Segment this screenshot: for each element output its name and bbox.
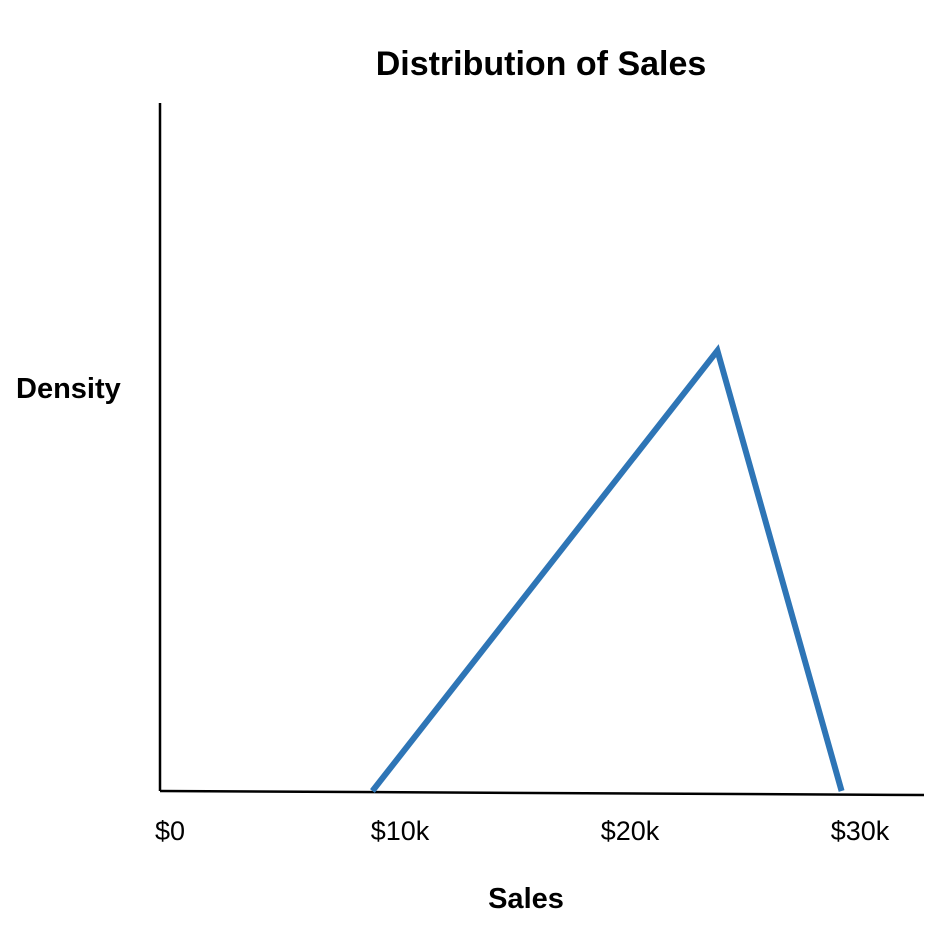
- x-tick-label: $10k: [371, 816, 430, 846]
- series-line: [370, 344, 845, 793]
- series-group: [370, 344, 845, 793]
- chart-title: Distribution of Sales: [376, 45, 707, 83]
- x-tick-label: $0: [155, 816, 185, 846]
- x-tick-label: $20k: [601, 816, 660, 846]
- x-axis-line: [159, 789, 925, 797]
- y-axis-label: Density: [16, 373, 121, 405]
- x-axis-label: Sales: [488, 883, 564, 915]
- x-tick-label: $30k: [831, 816, 890, 846]
- x-tick-labels: $0 $10k $20k $30k: [155, 816, 890, 846]
